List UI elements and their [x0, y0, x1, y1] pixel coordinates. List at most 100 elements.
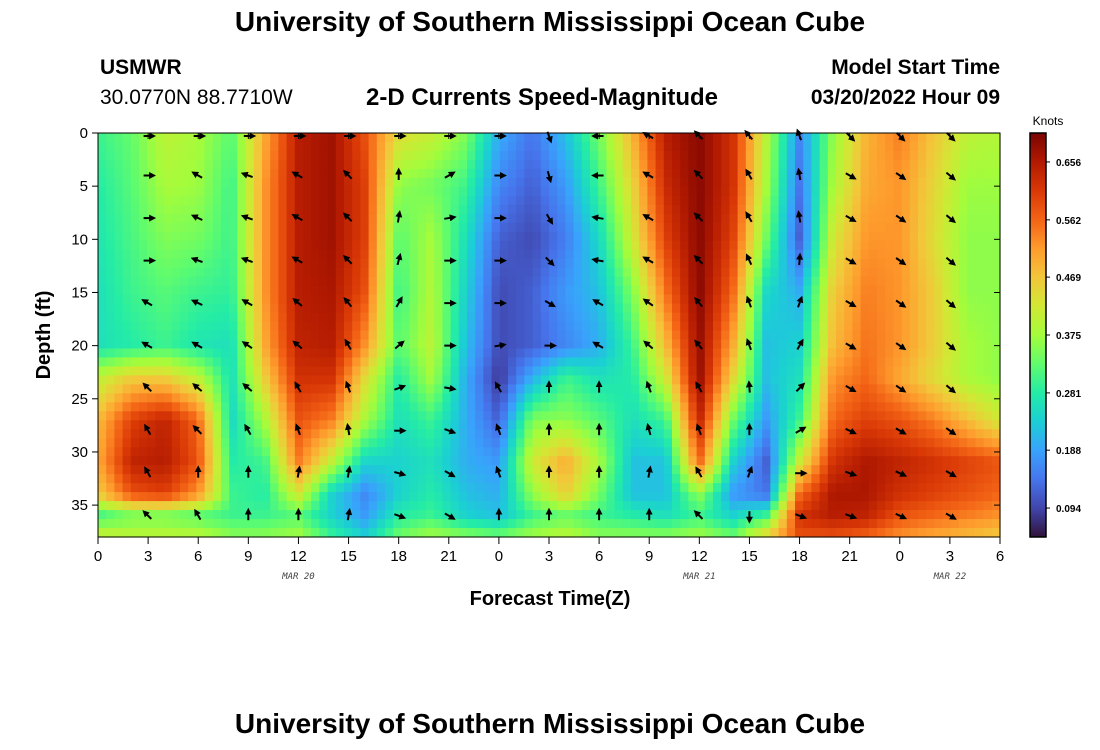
heatmap-cell [909, 456, 919, 466]
heatmap-cell [499, 159, 509, 170]
heatmap-cell [754, 177, 763, 188]
heatmap-cell [98, 402, 107, 412]
heatmap-cell [458, 249, 468, 260]
heatmap-cell [180, 330, 189, 341]
heatmap-cell [376, 528, 386, 538]
heatmap-cell [311, 303, 320, 314]
heatmap-cell [147, 195, 156, 206]
heatmap-cell [212, 429, 222, 439]
heatmap-cell [655, 456, 665, 466]
heatmap-cell [565, 492, 575, 502]
heatmap-cell [860, 339, 870, 350]
heatmap-cell [229, 177, 238, 188]
heatmap-cell [868, 294, 878, 305]
heatmap-cell [229, 447, 238, 457]
heatmap-cell [795, 393, 804, 403]
heatmap-cell [221, 150, 230, 161]
heatmap-cell [672, 447, 681, 457]
heatmap-cell [508, 429, 517, 439]
heatmap-cell [745, 177, 755, 188]
heatmap-cell [352, 348, 361, 359]
heatmap-cell [647, 258, 657, 269]
heatmap-cell [721, 159, 730, 170]
heatmap-cell [868, 231, 878, 242]
heatmap-cell [106, 384, 115, 394]
heatmap-cell [270, 348, 279, 359]
heatmap-cell [106, 276, 115, 287]
heatmap-cell [237, 447, 247, 457]
heatmap-cell [918, 393, 927, 403]
heatmap-cell [663, 222, 673, 233]
heatmap-cell [975, 492, 985, 502]
heatmap-cell [229, 321, 238, 332]
heatmap-cell [672, 231, 681, 242]
heatmap-cell [950, 492, 960, 502]
heatmap-cell [352, 240, 361, 251]
heatmap-cell [139, 303, 148, 314]
heatmap-cell [335, 510, 345, 520]
heatmap-cell [983, 438, 993, 448]
heatmap-cell [672, 375, 681, 385]
heatmap-cell [770, 429, 780, 439]
heatmap-cell [475, 312, 484, 323]
heatmap-cell [434, 528, 443, 538]
heatmap-cell [877, 249, 886, 260]
heatmap-cell [524, 312, 534, 323]
heatmap-cell [180, 366, 189, 376]
heatmap-cell [893, 186, 903, 197]
heatmap-cell [508, 510, 517, 520]
heatmap-cell [344, 303, 353, 314]
heatmap-cell [188, 492, 197, 502]
heatmap-cell [786, 303, 796, 314]
heatmap-cell [335, 222, 345, 233]
heatmap-cell [680, 411, 689, 421]
heatmap-cell [606, 258, 616, 269]
heatmap-cell [204, 222, 214, 233]
heatmap-cell [557, 240, 566, 251]
heatmap-cell [491, 384, 501, 394]
heatmap-cell [229, 150, 238, 161]
heatmap-cell [655, 474, 665, 484]
heatmap-cell [557, 384, 566, 394]
heatmap-cell [524, 186, 534, 197]
heatmap-cell [590, 204, 599, 215]
heatmap-cell [672, 528, 681, 538]
heatmap-cell [877, 321, 886, 332]
heatmap-cell [581, 456, 591, 466]
heatmap-cell [426, 177, 435, 188]
heatmap-cell [475, 456, 484, 466]
heatmap-cell [409, 312, 419, 323]
heatmap-cell [442, 141, 452, 152]
heatmap-cell [475, 231, 484, 242]
heatmap-cell [237, 402, 247, 412]
heatmap-cell [196, 375, 206, 385]
heatmap-cell [614, 258, 624, 269]
heatmap-cell [163, 501, 173, 511]
heatmap-cell [975, 159, 985, 170]
heatmap-cell [311, 159, 320, 170]
heatmap-cell [368, 321, 378, 332]
heatmap-cell [581, 249, 591, 260]
heatmap-cell [237, 384, 247, 394]
heatmap-cell [278, 510, 288, 520]
heatmap-cell [393, 420, 402, 430]
heatmap-cell [483, 321, 493, 332]
heatmap-cell [368, 213, 378, 224]
heatmap-cell [491, 294, 501, 305]
heatmap-cell [909, 411, 919, 421]
heatmap-cell [844, 411, 853, 421]
heatmap-cell [237, 285, 247, 296]
heatmap-cell [877, 150, 886, 161]
heatmap-cell [549, 249, 558, 260]
heatmap-cell [967, 411, 976, 421]
heatmap-cell [622, 168, 632, 179]
heatmap-cell [877, 213, 886, 224]
heatmap-cell [688, 303, 698, 314]
heatmap-cell [680, 402, 689, 412]
heatmap-cell [360, 465, 370, 475]
heatmap-cell [836, 339, 845, 350]
heatmap-cell [713, 168, 722, 179]
heatmap-cell [704, 384, 714, 394]
heatmap-cell [303, 222, 312, 233]
heatmap-cell [229, 258, 238, 269]
